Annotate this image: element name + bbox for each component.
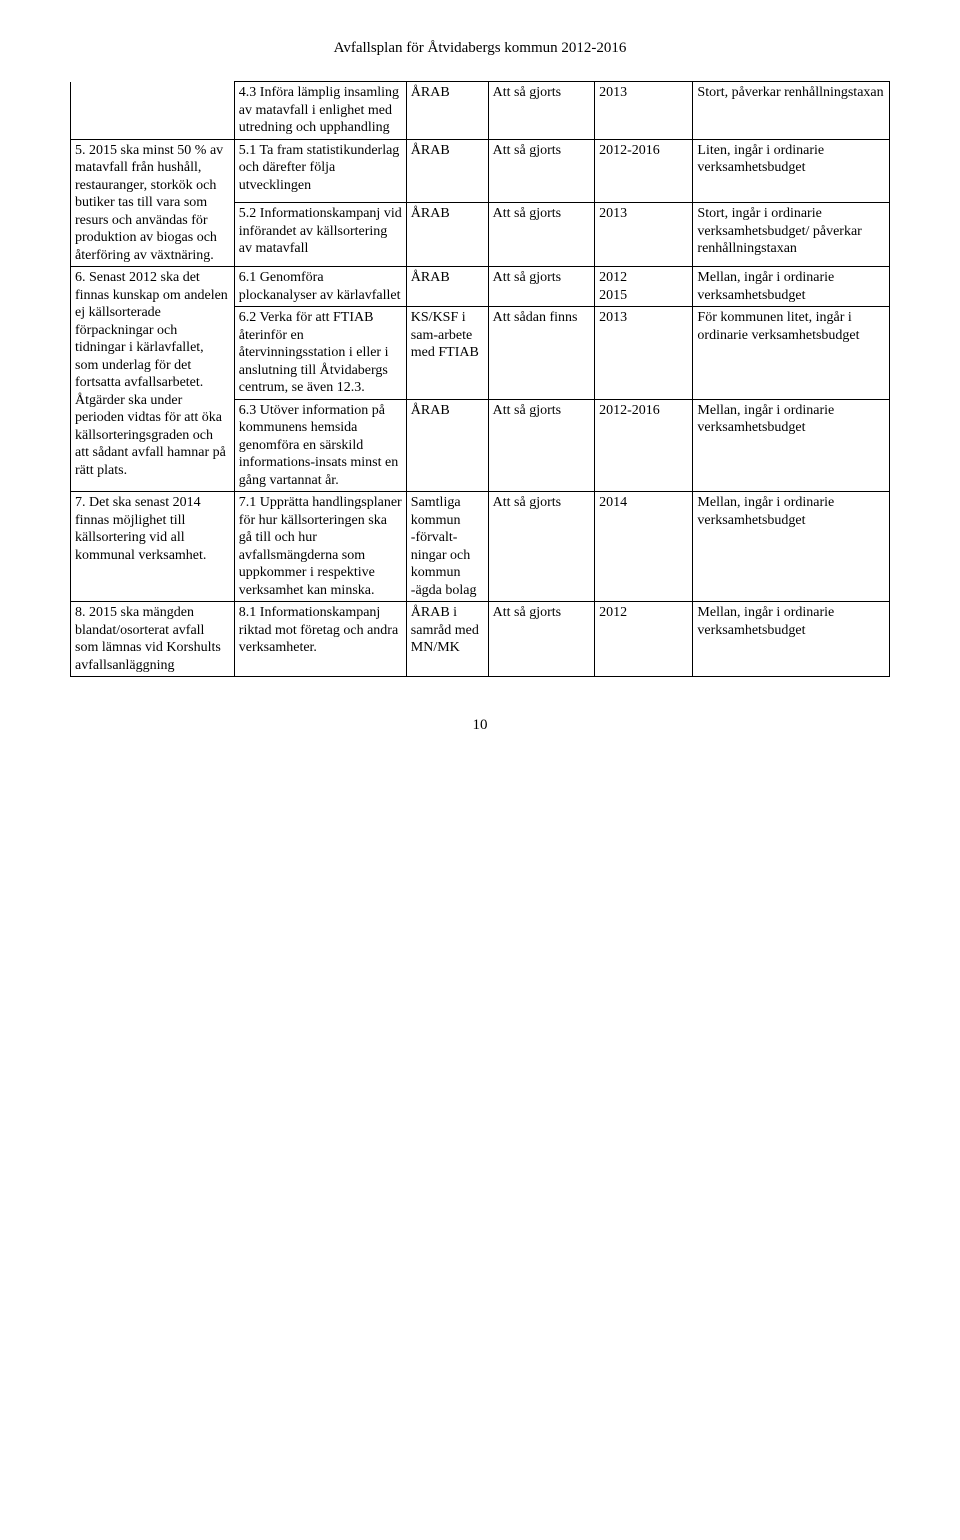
cell-goal: 7. Det ska senast 2014 finnas möjlighet … [71,492,235,602]
cell-year: 2012-2016 [595,139,693,203]
page-number: 10 [70,717,890,734]
cell-year: 20122015 [595,267,693,307]
cell-cost: Mellan, ingår i ordinarie verksamhetsbud… [693,399,890,492]
cell-action: 7.1 Upprätta handlingsplaner för hur käl… [234,492,406,602]
cell-cost: Mellan, ingår i ordinarie verksamhetsbud… [693,602,890,677]
cell-cost: Stort, ingår i ordinarie verksamhetsbudg… [693,203,890,267]
cell-goal: 6. Senast 2012 ska det finnas kunskap om… [71,267,235,492]
cell-action: 4.3 Införa lämplig insamling av matavfal… [234,82,406,140]
cell-responsible: ÅRAB [406,399,488,492]
cell-responsible: ÅRAB [406,203,488,267]
cell-indicator: Att sådan finns [488,307,594,400]
cell-responsible: Samtliga kommun-förvalt-ningar och kommu… [406,492,488,602]
cell-action: 6.2 Verka för att FTIAB återinför en åte… [234,307,406,400]
table-row: 4.3 Införa lämplig insamling av matavfal… [71,82,890,140]
cell-indicator: Att så gjorts [488,267,594,307]
cell-indicator: Att så gjorts [488,82,594,140]
cell-year: 2012 [595,602,693,677]
table-row: 7. Det ska senast 2014 finnas möjlighet … [71,492,890,602]
table-row: 8. 2015 ska mängden blandat/osorterat av… [71,602,890,677]
cell-year: 2013 [595,307,693,400]
cell-goal: 5. 2015 ska minst 50 % av matavfall från… [71,139,235,267]
cell-responsible: ÅRAB i samråd med MN/MK [406,602,488,677]
cell-action: 8.1 Informationskampanj riktad mot föret… [234,602,406,677]
cell-year: 2014 [595,492,693,602]
cell-responsible: KS/KSF i sam-arbete med FTIAB [406,307,488,400]
cell-indicator: Att så gjorts [488,492,594,602]
document-header: Avfallsplan för Åtvidabergs kommun 2012-… [70,40,890,57]
cell-responsible: ÅRAB [406,139,488,203]
cell-indicator: Att så gjorts [488,602,594,677]
cell-cost: Stort, påverkar renhållningstaxan [693,82,890,140]
cell-year: 2012-2016 [595,399,693,492]
cell-action: 5.2 Informationskampanj vid införandet a… [234,203,406,267]
cell-responsible: ÅRAB [406,267,488,307]
cell-responsible: ÅRAB [406,82,488,140]
cell-cost: Liten, ingår i ordinarie verksamhetsbudg… [693,139,890,203]
cell-goal [71,82,235,140]
table-row: 6. Senast 2012 ska det finnas kunskap om… [71,267,890,307]
cell-cost: Mellan, ingår i ordinarie verksamhetsbud… [693,492,890,602]
cell-action: 6.1 Genomföra plockanalyser av kärlavfal… [234,267,406,307]
cell-indicator: Att så gjorts [488,399,594,492]
cell-goal: 8. 2015 ska mängden blandat/osorterat av… [71,602,235,677]
cell-cost: För kommunen litet, ingår i ordinarie ve… [693,307,890,400]
cell-year: 2013 [595,82,693,140]
cell-cost: Mellan, ingår i ordinarie verksamhetsbud… [693,267,890,307]
cell-action: 5.1 Ta fram statistikunderlag och däreft… [234,139,406,203]
table-row: 5. 2015 ska minst 50 % av matavfall från… [71,139,890,203]
cell-indicator: Att så gjorts [488,203,594,267]
cell-year: 2013 [595,203,693,267]
header-title: Avfallsplan för Åtvidabergs kommun 2012-… [334,40,627,56]
plan-table: 4.3 Införa lämplig insamling av matavfal… [70,81,890,677]
cell-indicator: Att så gjorts [488,139,594,203]
cell-action: 6.3 Utöver information på kommunens hems… [234,399,406,492]
